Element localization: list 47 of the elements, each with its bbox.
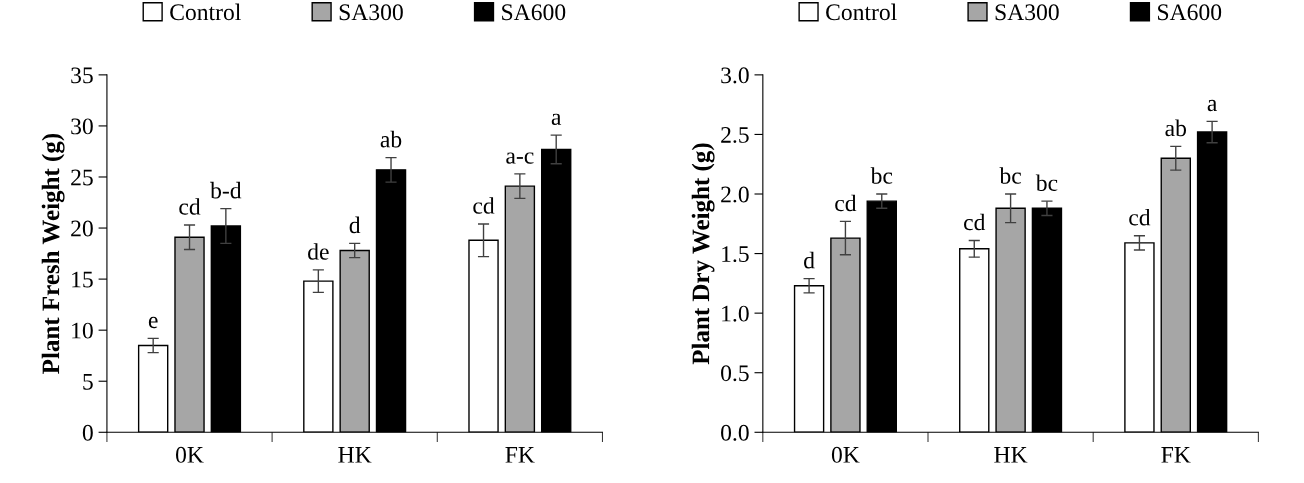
- data-label: d: [804, 251, 815, 269]
- data-label: cd: [179, 198, 201, 215]
- y-tick-label: 3.0: [721, 67, 749, 84]
- y-tick-label: 30: [71, 118, 93, 135]
- legend-label: SA600: [502, 4, 566, 21]
- data-label: a: [551, 113, 562, 125]
- y-tick-label: 0: [82, 424, 93, 441]
- y-tick-label: 0.5: [721, 365, 749, 382]
- data-label: bc: [1035, 174, 1058, 191]
- data-label: ab: [380, 130, 402, 148]
- legend-label: SA300: [339, 4, 403, 21]
- y-tick-label: 5: [83, 373, 93, 390]
- data-label: ab: [1165, 119, 1187, 137]
- data-label: de: [308, 243, 329, 260]
- y-tick-label: 0.0: [721, 424, 749, 441]
- legend-label: Control: [826, 3, 897, 21]
- y-tick-label: 1.5: [722, 246, 749, 263]
- data-label: a: [1207, 99, 1218, 112]
- y-tick-label: 2.5: [721, 126, 749, 143]
- y-tick-label: 25: [71, 169, 93, 186]
- y-axis-title: Plant Dry Weight (g): [691, 143, 715, 365]
- x-tick-label: 0K: [831, 446, 860, 463]
- data-label: bc: [870, 167, 893, 184]
- data-label: e: [148, 316, 158, 329]
- y-tick-label: 2.0: [721, 186, 749, 203]
- y-axis-title: Plant Fresh Weight (g): [41, 133, 65, 374]
- legend-label: SA300: [995, 4, 1059, 21]
- data-label: d: [349, 216, 361, 234]
- x-tick-label: FK: [1161, 447, 1191, 463]
- y-tick-label: 10: [72, 322, 93, 339]
- data-label: cd: [1129, 208, 1151, 226]
- y-tick-label: 1.0: [722, 305, 749, 322]
- data-label: cd: [835, 194, 857, 212]
- y-tick-label: 20: [71, 220, 93, 237]
- x-tick-label: FK: [505, 447, 535, 463]
- data-label: cd: [964, 213, 986, 231]
- data-label: bc: [999, 167, 1022, 184]
- data-label: b-d: [210, 181, 242, 199]
- x-tick-label: 0K: [175, 446, 204, 463]
- y-tick-label: 35: [71, 67, 93, 84]
- data-label: cd: [473, 197, 495, 214]
- y-tick-label: 15: [72, 271, 93, 288]
- x-tick-label: HK: [338, 447, 372, 463]
- data-label: a-c: [506, 152, 534, 164]
- x-tick-label: HK: [994, 447, 1028, 463]
- legend-label: Control: [170, 3, 241, 21]
- legend-label: SA600: [1158, 4, 1222, 21]
